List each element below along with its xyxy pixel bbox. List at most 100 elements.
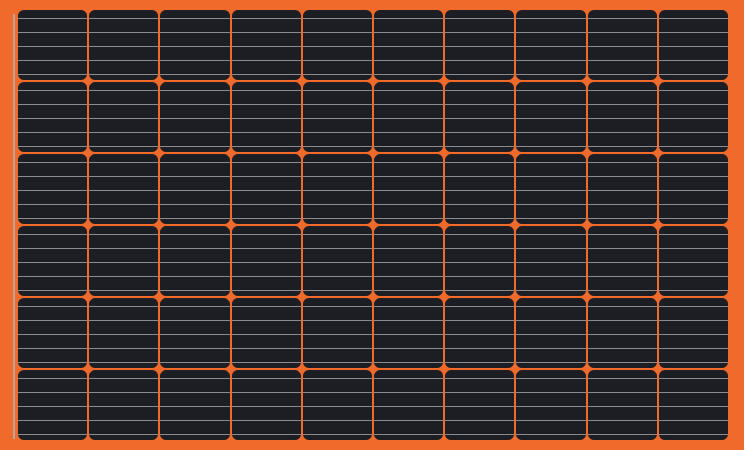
- busbar: [18, 146, 88, 147]
- busbar: [18, 204, 88, 205]
- busbar: [302, 420, 372, 421]
- solar-cell: [89, 82, 159, 152]
- busbar: [18, 406, 88, 407]
- busbar: [231, 90, 301, 91]
- busbar: [445, 146, 515, 147]
- busbar: [160, 290, 230, 291]
- busbar: [231, 348, 301, 349]
- solar-cell: [231, 226, 301, 296]
- solar-cell: [445, 298, 515, 368]
- busbar: [587, 334, 657, 335]
- busbar: [445, 104, 515, 105]
- busbar: [302, 348, 372, 349]
- busbar: [18, 420, 88, 421]
- busbar: [374, 306, 444, 307]
- busbar: [18, 378, 88, 379]
- busbar: [89, 362, 159, 363]
- busbar: [160, 378, 230, 379]
- busbar: [516, 90, 586, 91]
- busbar: [302, 74, 372, 75]
- busbar: [658, 406, 728, 407]
- busbar: [587, 378, 657, 379]
- busbar: [89, 262, 159, 263]
- busbar: [587, 420, 657, 421]
- busbar: [18, 306, 88, 307]
- busbar: [160, 406, 230, 407]
- busbar: [231, 276, 301, 277]
- busbar: [587, 90, 657, 91]
- busbar: [658, 162, 728, 163]
- solar-cell: [658, 10, 728, 80]
- busbar: [516, 306, 586, 307]
- busbar: [18, 218, 88, 219]
- busbar: [374, 146, 444, 147]
- busbar: [89, 104, 159, 105]
- busbar: [18, 104, 88, 105]
- busbar: [658, 248, 728, 249]
- solar-cell: [445, 154, 515, 224]
- busbar: [658, 60, 728, 61]
- busbar: [445, 204, 515, 205]
- busbar: [587, 104, 657, 105]
- busbar: [18, 118, 88, 119]
- solar-cell: [658, 82, 728, 152]
- busbar: [302, 234, 372, 235]
- busbar: [18, 176, 88, 177]
- solar-cell: [302, 298, 372, 368]
- busbar: [302, 262, 372, 263]
- solar-cell: [160, 298, 230, 368]
- busbar: [302, 378, 372, 379]
- busbar: [445, 60, 515, 61]
- busbar: [587, 132, 657, 133]
- busbar: [374, 406, 444, 407]
- busbar: [160, 234, 230, 235]
- busbar: [89, 132, 159, 133]
- busbar: [587, 392, 657, 393]
- busbar: [89, 162, 159, 163]
- busbar: [587, 118, 657, 119]
- solar-cell: [445, 82, 515, 152]
- busbar: [445, 176, 515, 177]
- busbar: [89, 90, 159, 91]
- busbar: [587, 32, 657, 33]
- solar-panel: [17, 9, 729, 441]
- busbar: [18, 434, 88, 435]
- busbar: [231, 306, 301, 307]
- solar-cell: [302, 154, 372, 224]
- busbar: [516, 378, 586, 379]
- solar-cell: [89, 226, 159, 296]
- busbar: [231, 176, 301, 177]
- busbar: [160, 74, 230, 75]
- solar-cell: [302, 10, 372, 80]
- busbar: [516, 190, 586, 191]
- busbar: [516, 348, 586, 349]
- solar-cell: [302, 226, 372, 296]
- busbar: [587, 162, 657, 163]
- solar-cell: [160, 154, 230, 224]
- busbar: [445, 334, 515, 335]
- solar-cell: [374, 10, 444, 80]
- solar-cell: [89, 154, 159, 224]
- busbar: [516, 60, 586, 61]
- busbar: [374, 334, 444, 335]
- busbar: [516, 132, 586, 133]
- busbar: [445, 248, 515, 249]
- busbar: [302, 90, 372, 91]
- busbar: [89, 218, 159, 219]
- busbar: [658, 320, 728, 321]
- busbar: [658, 362, 728, 363]
- busbar: [18, 162, 88, 163]
- busbar: [160, 276, 230, 277]
- busbar: [302, 176, 372, 177]
- busbar: [302, 320, 372, 321]
- busbar: [231, 406, 301, 407]
- solar-cell: [587, 370, 657, 440]
- busbar: [587, 262, 657, 263]
- busbar: [302, 46, 372, 47]
- busbar: [445, 262, 515, 263]
- busbar: [516, 262, 586, 263]
- busbar: [160, 204, 230, 205]
- busbar: [658, 434, 728, 435]
- busbar: [160, 262, 230, 263]
- busbar: [516, 46, 586, 47]
